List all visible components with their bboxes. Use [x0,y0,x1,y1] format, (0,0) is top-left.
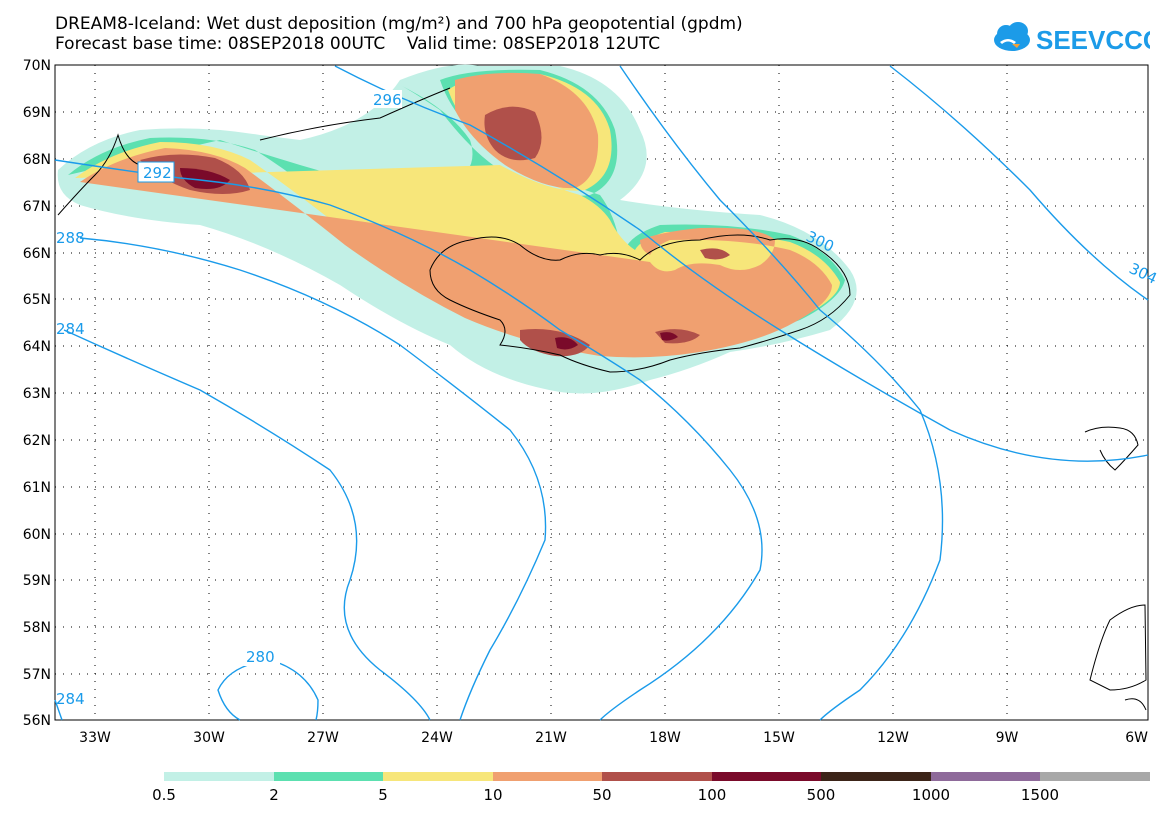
cloud-icon [994,22,1030,51]
lat-label: 67N [23,199,51,215]
lat-label: 58N [23,620,51,636]
lon-label: 15W [763,730,795,746]
contour-label: 304 [1126,259,1160,287]
coastlines [57,87,1147,711]
lat-label: 63N [23,386,51,402]
colorbar-label: 1000 [912,786,950,804]
lon-label: 24W [421,730,453,746]
lat-label: 61N [23,480,51,496]
lat-label: 60N [23,527,51,543]
colorbar-label: 0.5 [152,786,176,804]
lat-label: 69N [23,105,51,121]
longitude-labels: 33W 30W 27W 24W 21W 18W 15W 12W 9W 6W [79,730,1148,746]
colorbar-label: 10 [483,786,502,804]
lat-label: 65N [23,292,51,308]
lon-label: 27W [307,730,339,746]
logo-text: SEEVCCC [1036,25,1150,55]
colorbar-swatch [274,772,383,781]
lat-label: 59N [23,573,51,589]
colorbar-label: 100 [698,786,727,804]
lat-label: 68N [23,152,51,168]
colorbar-swatch [602,772,712,781]
colorbar-label: 500 [807,786,836,804]
lon-label: 21W [535,730,567,746]
contour-label: 284 [56,690,85,708]
lat-label: 64N [23,339,51,355]
contour-label: 288 [56,229,85,247]
colorbar-swatch [931,772,1040,781]
contour-label: 284 [56,320,85,338]
lat-label: 70N [23,58,51,74]
seevccc-logo: SEEVCCC [994,22,1150,55]
colorbar-label: 50 [592,786,611,804]
lat-label: 62N [23,433,51,449]
dust-deposition-field [57,64,857,394]
lon-label: 30W [193,730,225,746]
latitude-labels: 70N 69N 68N 67N 66N 65N 64N 63N 62N 61N … [23,58,51,729]
lon-label: 9W [996,730,1019,746]
lon-label: 18W [649,730,681,746]
map-title-line1: DREAM8-Iceland: Wet dust deposition (mg/… [55,14,743,34]
contour-label: 292 [143,164,172,182]
lat-label: 57N [23,667,51,683]
lon-label: 6W [1125,730,1148,746]
lon-label: 12W [877,730,909,746]
colorbar-label: 5 [378,786,388,804]
lat-label: 66N [23,246,51,262]
colorbar-swatch [1040,772,1150,781]
colorbar-swatch [493,772,602,781]
colorbar-label: 1500 [1021,786,1059,804]
colorbar-swatch [383,772,493,781]
lon-label: 33W [79,730,111,746]
colorbar-label: 2 [269,786,279,804]
colorbar-swatch [164,772,274,781]
colorbar-swatch [821,772,931,781]
geopotential-contours [54,65,1149,721]
contour-label: 296 [373,91,402,109]
contour-label: 280 [246,648,275,666]
colorbar: 0.5 2 5 10 50 100 500 1000 1500 [152,772,1150,804]
map-title-line2: Forecast base time: 08SEP2018 00UTC Vali… [55,34,661,54]
colorbar-swatch [712,772,821,781]
lat-label: 56N [23,713,51,729]
